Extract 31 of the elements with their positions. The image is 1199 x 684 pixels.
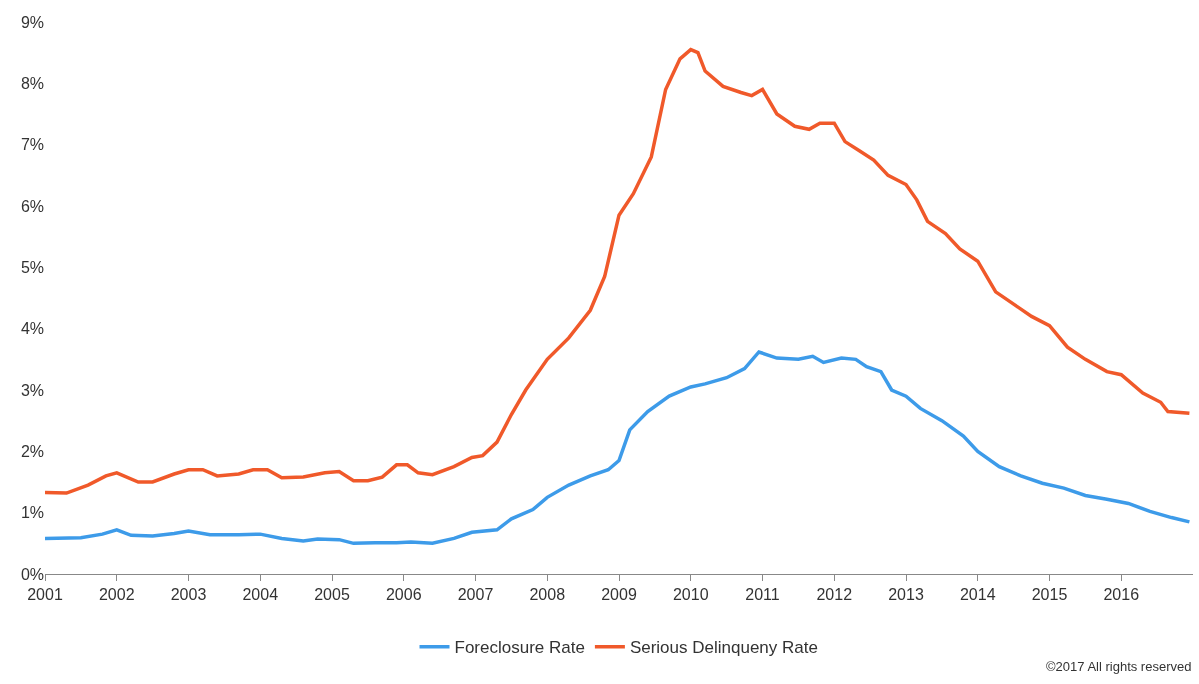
y-tick-label: 0% — [20, 565, 44, 583]
legend-label: Foreclosure Rate — [454, 638, 585, 658]
legend-label: Serious Delinqueny Rate — [629, 638, 818, 658]
y-tick-label: 4% — [20, 320, 44, 338]
y-tick-label: 9% — [20, 13, 44, 31]
line-series — [45, 350, 1192, 546]
y-tick-label: 8% — [20, 74, 44, 92]
x-tick-label: 2010 — [672, 586, 709, 604]
line-series — [45, 47, 1192, 495]
x-tick-label: 2002 — [98, 586, 135, 604]
x-tick-label: 2009 — [601, 586, 637, 604]
x-tick-label: 2013 — [888, 586, 924, 604]
x-tick-label: 2012 — [816, 586, 853, 604]
x-tick-label: 2014 — [959, 586, 996, 604]
x-tick-label: 2006 — [385, 586, 422, 604]
x-tick-label: 2003 — [170, 586, 207, 604]
x-tick-label: 2001 — [27, 586, 63, 604]
y-tick-label: 1% — [20, 504, 44, 522]
x-tick-label: 2007 — [457, 586, 494, 604]
y-tick-label: 3% — [20, 381, 44, 399]
x-tick-label: 2015 — [1031, 586, 1068, 604]
x-tick-label: 2008 — [529, 586, 566, 604]
text: ©2017 All rights reserved — [1046, 659, 1192, 674]
y-tick-label: 2% — [20, 442, 44, 460]
x-tick-label: 2004 — [242, 586, 279, 604]
y-tick-label: 7% — [20, 136, 44, 154]
x-tick-label: 2016 — [1103, 586, 1140, 604]
x-tick-label: 2005 — [314, 586, 350, 604]
y-tick-label: 6% — [20, 197, 44, 215]
y-tick-label: 5% — [20, 258, 44, 276]
x-tick-label: 2011 — [745, 586, 780, 604]
